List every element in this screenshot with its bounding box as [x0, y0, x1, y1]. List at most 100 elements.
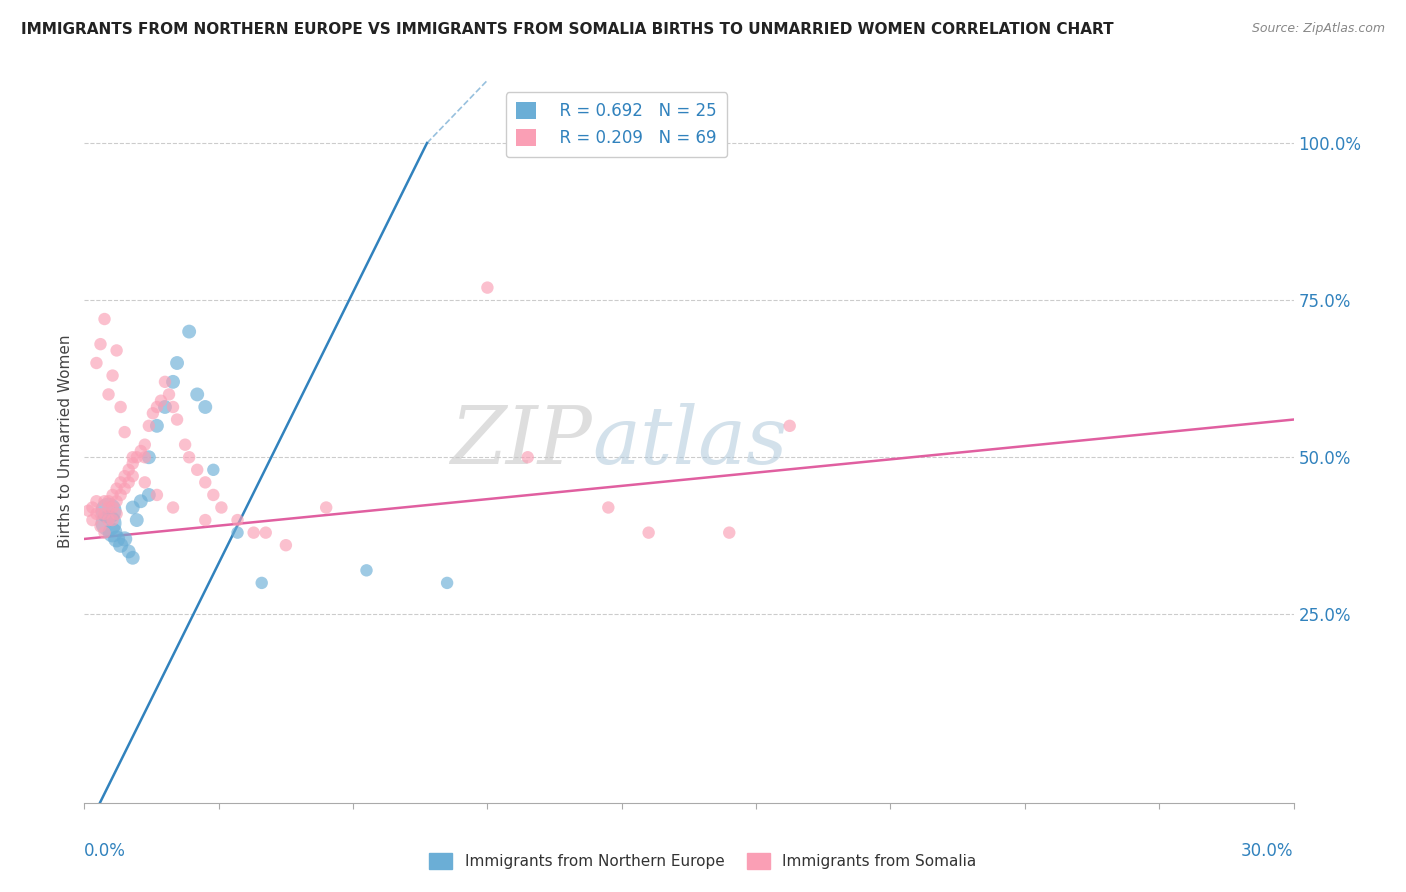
Point — [153, 375, 176, 389]
Point — [779, 418, 801, 433]
Point — [101, 488, 124, 502]
Point — [194, 400, 217, 414]
Point — [226, 513, 249, 527]
Point — [138, 418, 160, 433]
Point — [274, 538, 297, 552]
Point — [202, 488, 225, 502]
Point — [82, 500, 104, 515]
Point — [97, 516, 120, 531]
Point — [105, 343, 128, 358]
Point — [86, 494, 108, 508]
Point — [110, 400, 132, 414]
Point — [186, 387, 208, 401]
Point — [114, 425, 136, 439]
Point — [146, 488, 169, 502]
Point — [179, 325, 201, 339]
Point — [138, 450, 160, 465]
Point — [118, 544, 141, 558]
Point — [142, 406, 165, 420]
Point — [121, 550, 143, 565]
Legend: Immigrants from Northern Europe, Immigrants from Somalia: Immigrants from Northern Europe, Immigra… — [423, 847, 983, 875]
Point — [114, 482, 136, 496]
Point — [114, 469, 136, 483]
Text: ZIP: ZIP — [450, 403, 592, 480]
Point — [82, 513, 104, 527]
Point — [194, 513, 217, 527]
Point — [516, 450, 538, 465]
Text: 30.0%: 30.0% — [1241, 842, 1294, 860]
Point — [162, 375, 184, 389]
Point — [97, 503, 120, 517]
Point — [125, 450, 148, 465]
Point — [101, 513, 124, 527]
Point — [162, 400, 184, 414]
Text: Source: ZipAtlas.com: Source: ZipAtlas.com — [1251, 22, 1385, 36]
Point — [121, 450, 143, 465]
Point — [242, 525, 264, 540]
Point — [718, 525, 741, 540]
Point — [436, 575, 458, 590]
Point — [105, 532, 128, 546]
Point — [186, 463, 208, 477]
Point — [250, 575, 273, 590]
Point — [89, 337, 111, 351]
Point — [86, 507, 108, 521]
Point — [598, 500, 620, 515]
Point — [209, 500, 232, 515]
Point — [97, 500, 120, 515]
Point — [101, 500, 124, 515]
Point — [157, 387, 180, 401]
Point — [97, 513, 120, 527]
Y-axis label: Births to Unmarried Women: Births to Unmarried Women — [58, 334, 73, 549]
Point — [121, 457, 143, 471]
Point — [149, 393, 172, 408]
Legend:   R = 0.692   N = 25,   R = 0.209   N = 69: R = 0.692 N = 25, R = 0.209 N = 69 — [506, 92, 727, 157]
Point — [134, 475, 156, 490]
Point — [121, 500, 143, 515]
Point — [105, 494, 128, 508]
Point — [101, 368, 124, 383]
Point — [86, 356, 108, 370]
Point — [138, 488, 160, 502]
Point — [118, 475, 141, 490]
Point — [110, 475, 132, 490]
Point — [179, 450, 201, 465]
Point — [101, 525, 124, 540]
Text: atlas: atlas — [592, 403, 787, 480]
Point — [202, 463, 225, 477]
Point — [110, 538, 132, 552]
Point — [114, 532, 136, 546]
Point — [134, 438, 156, 452]
Point — [93, 494, 115, 508]
Text: IMMIGRANTS FROM NORTHERN EUROPE VS IMMIGRANTS FROM SOMALIA BIRTHS TO UNMARRIED W: IMMIGRANTS FROM NORTHERN EUROPE VS IMMIG… — [21, 22, 1114, 37]
Point — [110, 488, 132, 502]
Point — [125, 513, 148, 527]
Point — [477, 280, 499, 294]
Point — [315, 500, 337, 515]
Point — [89, 519, 111, 533]
Point — [77, 503, 100, 517]
Point — [121, 469, 143, 483]
Point — [166, 356, 188, 370]
Point — [146, 418, 169, 433]
Point — [105, 482, 128, 496]
Point — [226, 525, 249, 540]
Point — [93, 312, 115, 326]
Point — [129, 444, 152, 458]
Point — [97, 387, 120, 401]
Point — [146, 400, 169, 414]
Point — [637, 525, 659, 540]
Point — [118, 463, 141, 477]
Point — [105, 507, 128, 521]
Point — [356, 563, 378, 577]
Point — [89, 507, 111, 521]
Text: 0.0%: 0.0% — [84, 842, 127, 860]
Point — [93, 507, 115, 521]
Point — [174, 438, 197, 452]
Point — [134, 450, 156, 465]
Point — [97, 494, 120, 508]
Point — [93, 525, 115, 540]
Point — [194, 475, 217, 490]
Point — [166, 412, 188, 426]
Point — [254, 525, 277, 540]
